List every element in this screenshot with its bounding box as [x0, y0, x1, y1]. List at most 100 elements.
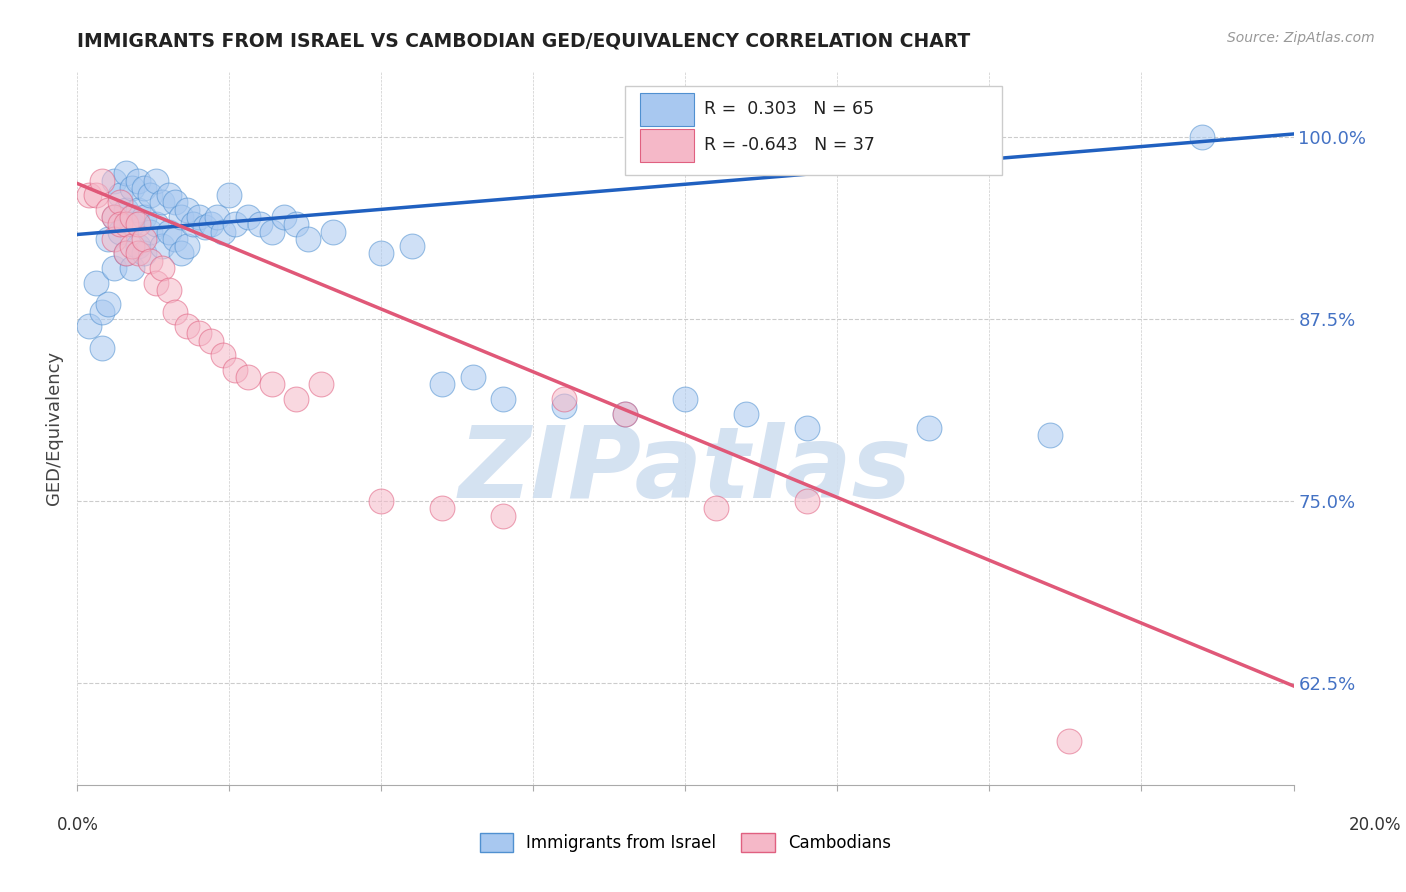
Point: [285, 392, 308, 406]
Point: [492, 392, 515, 406]
Point: [430, 377, 453, 392]
Point: [103, 210, 125, 224]
Point: [127, 173, 149, 187]
Point: [188, 326, 211, 341]
Point: [309, 377, 332, 392]
Text: R =  0.303   N = 65: R = 0.303 N = 65: [703, 100, 873, 118]
Point: [115, 166, 138, 180]
Point: [492, 508, 515, 523]
Point: [145, 276, 167, 290]
Point: [236, 370, 259, 384]
Point: [127, 246, 149, 260]
Point: [90, 173, 112, 187]
Text: ZIPatlas: ZIPatlas: [458, 423, 912, 519]
Text: Source: ZipAtlas.com: Source: ZipAtlas.com: [1227, 31, 1375, 45]
Point: [121, 239, 143, 253]
Text: R = -0.643   N = 37: R = -0.643 N = 37: [703, 136, 875, 153]
Point: [401, 239, 423, 253]
Point: [212, 225, 235, 239]
Point: [1057, 734, 1080, 748]
Point: [145, 217, 167, 231]
Point: [236, 210, 259, 224]
Point: [84, 276, 107, 290]
Point: [157, 188, 180, 202]
Point: [205, 210, 228, 224]
Point: [273, 210, 295, 224]
Point: [115, 217, 138, 231]
FancyBboxPatch shape: [640, 129, 695, 162]
Point: [212, 348, 235, 362]
Point: [134, 246, 156, 260]
Point: [157, 225, 180, 239]
Point: [249, 217, 271, 231]
Point: [200, 334, 222, 348]
Point: [145, 173, 167, 187]
Point: [176, 202, 198, 217]
Point: [796, 421, 818, 435]
Point: [461, 370, 484, 384]
Point: [108, 217, 131, 231]
Point: [704, 501, 727, 516]
Point: [163, 195, 186, 210]
Point: [553, 400, 575, 414]
Point: [90, 341, 112, 355]
Point: [260, 225, 283, 239]
Point: [297, 232, 319, 246]
Point: [97, 202, 120, 217]
Point: [121, 210, 143, 224]
Point: [152, 195, 174, 210]
Point: [157, 283, 180, 297]
Point: [370, 246, 392, 260]
Point: [163, 232, 186, 246]
Point: [139, 225, 162, 239]
Point: [103, 173, 125, 187]
Point: [260, 377, 283, 392]
Point: [224, 217, 246, 231]
Point: [115, 246, 138, 260]
Point: [121, 217, 143, 231]
Point: [176, 319, 198, 334]
Text: IMMIGRANTS FROM ISRAEL VS CAMBODIAN GED/EQUIVALENCY CORRELATION CHART: IMMIGRANTS FROM ISRAEL VS CAMBODIAN GED/…: [77, 31, 970, 50]
Point: [127, 217, 149, 231]
Point: [103, 232, 125, 246]
Point: [139, 253, 162, 268]
Text: 0.0%: 0.0%: [56, 816, 98, 834]
Point: [918, 421, 941, 435]
Point: [90, 304, 112, 318]
Point: [1191, 129, 1213, 144]
Point: [796, 494, 818, 508]
Legend: Immigrants from Israel, Cambodians: Immigrants from Israel, Cambodians: [472, 826, 898, 859]
Point: [97, 232, 120, 246]
Point: [1039, 428, 1062, 442]
Point: [121, 260, 143, 275]
Point: [139, 188, 162, 202]
Point: [121, 181, 143, 195]
Point: [152, 239, 174, 253]
Point: [163, 304, 186, 318]
Point: [115, 202, 138, 217]
Point: [152, 260, 174, 275]
Point: [181, 217, 204, 231]
Point: [115, 246, 138, 260]
Point: [675, 392, 697, 406]
FancyBboxPatch shape: [624, 86, 1001, 175]
Point: [194, 220, 217, 235]
Point: [176, 239, 198, 253]
Point: [108, 225, 131, 239]
Point: [108, 188, 131, 202]
Point: [97, 297, 120, 311]
Point: [553, 392, 575, 406]
Point: [79, 188, 101, 202]
Point: [370, 494, 392, 508]
Point: [103, 260, 125, 275]
Point: [127, 202, 149, 217]
Point: [218, 188, 240, 202]
Point: [613, 407, 636, 421]
Point: [134, 210, 156, 224]
Point: [84, 188, 107, 202]
Point: [134, 181, 156, 195]
Text: 20.0%: 20.0%: [1348, 816, 1402, 834]
Point: [103, 210, 125, 224]
Point: [200, 217, 222, 231]
Point: [134, 232, 156, 246]
